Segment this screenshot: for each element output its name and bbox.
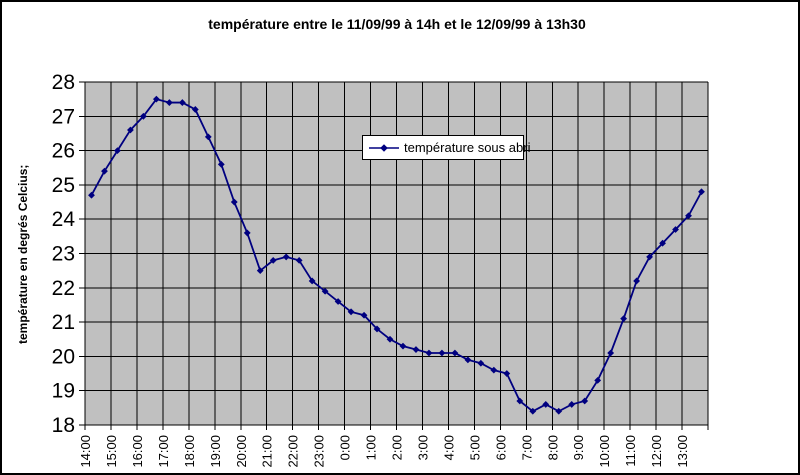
data-point-marker (555, 407, 563, 415)
svg-text:0:00: 0:00 (338, 435, 353, 460)
data-point-marker (295, 256, 303, 264)
data-point-marker (412, 346, 420, 353)
data-point-marker (360, 311, 368, 319)
data-point-marker (529, 407, 537, 415)
svg-text:15:00: 15:00 (104, 435, 119, 468)
data-point-marker (477, 359, 485, 367)
svg-text:18: 18 (52, 414, 75, 437)
svg-text:25: 25 (52, 174, 75, 197)
svg-text:2:00: 2:00 (390, 435, 405, 460)
svg-text:13:00: 13:00 (675, 435, 690, 468)
svg-text:1:00: 1:00 (364, 435, 379, 460)
chart-title: température entre le 11/09/99 à 14h et l… (208, 16, 586, 32)
data-point-marker (88, 191, 95, 199)
svg-text:23:00: 23:00 (312, 435, 327, 468)
data-point-marker (347, 308, 355, 316)
data-point-marker (594, 377, 602, 384)
data-point-marker (243, 229, 251, 237)
svg-text:20: 20 (52, 345, 75, 368)
svg-text:17:00: 17:00 (156, 435, 171, 468)
data-point-marker (672, 226, 679, 233)
data-point-marker (607, 349, 615, 357)
legend-label: température sous abri (404, 140, 531, 155)
svg-text:4:00: 4:00 (441, 435, 456, 460)
x-tick-labels: 14:00 15:00 16:00 17:00 18:00 19:00 20:00 21:00… (78, 435, 690, 468)
svg-text:20:00: 20:00 (234, 435, 249, 468)
data-point-marker (373, 325, 381, 333)
svg-text:5:00: 5:00 (467, 435, 482, 460)
svg-text:9:00: 9:00 (571, 435, 586, 460)
data-point-marker (451, 349, 459, 357)
data-point-marker (178, 99, 186, 106)
data-point-marker (101, 167, 108, 175)
svg-text:14:00: 14:00 (78, 435, 93, 468)
gridlines (84, 81, 709, 426)
legend: température sous abri (362, 135, 530, 160)
data-point-marker (256, 267, 264, 275)
data-point-marker (127, 126, 134, 134)
svg-text:18:00: 18:00 (182, 435, 197, 468)
svg-text:12:00: 12:00 (649, 435, 664, 468)
data-point-marker (282, 253, 290, 261)
svg-text:16:00: 16:00 (130, 435, 145, 468)
data-point-marker (464, 356, 472, 364)
svg-text:19:00: 19:00 (208, 435, 223, 468)
data-point-marker (646, 253, 653, 261)
data-point-marker (140, 112, 147, 120)
axes-ticks (79, 81, 709, 430)
data-point-marker (503, 370, 511, 377)
svg-text:6:00: 6:00 (493, 435, 508, 460)
data-point-marker (334, 298, 342, 305)
svg-text:19: 19 (52, 380, 75, 403)
data-point-marker (204, 133, 212, 141)
svg-text:23: 23 (52, 243, 75, 266)
svg-text:27: 27 (52, 105, 75, 128)
svg-text:7:00: 7:00 (519, 435, 534, 460)
data-point-marker (685, 212, 692, 220)
data-point-marker (620, 315, 628, 323)
svg-text:11:00: 11:00 (623, 435, 638, 467)
data-point-marker (191, 106, 199, 113)
data-point-marker (114, 147, 121, 154)
data-point-marker (386, 335, 394, 343)
data-point-marker (321, 287, 329, 295)
data-point-marker (633, 277, 641, 285)
data-point-marker (490, 366, 498, 374)
svg-text:22:00: 22:00 (286, 435, 301, 468)
data-point-marker (698, 188, 705, 196)
data-point-marker (438, 349, 446, 357)
svg-text:24: 24 (52, 208, 76, 231)
data-point-marker (542, 401, 550, 408)
svg-text:26: 26 (52, 140, 75, 163)
svg-text:21: 21 (52, 311, 75, 334)
data-point-markers (88, 95, 705, 415)
data-point-marker (581, 397, 589, 405)
svg-text:3:00: 3:00 (415, 435, 430, 460)
y-tick-labels: 28 27 26 25 24 23 22 21 20 19 18 (52, 71, 76, 437)
legend-line-marker-icon (369, 143, 399, 152)
data-point-marker (659, 239, 666, 247)
data-point-marker (516, 397, 524, 405)
data-point-marker (152, 95, 160, 103)
data-point-marker (269, 256, 277, 264)
data-point-marker (568, 401, 576, 408)
svg-text:10:00: 10:00 (597, 435, 612, 468)
svg-text:22: 22 (52, 277, 75, 300)
svg-text:8:00: 8:00 (545, 435, 560, 460)
data-point-marker (230, 198, 238, 206)
svg-text:28: 28 (52, 71, 75, 94)
svg-text:21:00: 21:00 (260, 435, 275, 468)
data-point-marker (399, 342, 407, 350)
data-point-marker (217, 160, 225, 168)
data-point-marker (165, 99, 173, 106)
data-point-marker (308, 277, 316, 285)
data-point-marker (425, 349, 433, 357)
